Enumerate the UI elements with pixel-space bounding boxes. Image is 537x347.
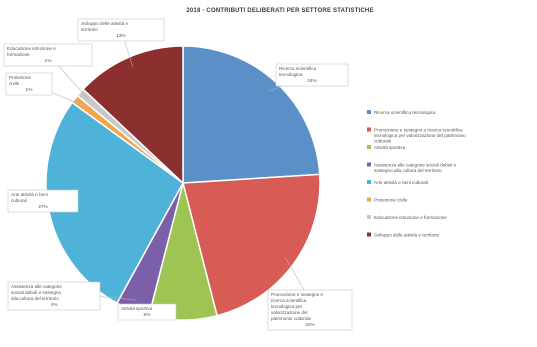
legend-swatch (367, 180, 371, 184)
legend-label: Attività sportiva (374, 145, 406, 150)
data-label-text: culturali (11, 198, 27, 203)
data-label-value: 22% (305, 322, 315, 328)
data-label-box (77, 18, 165, 42)
data-label-text: Assistenza alle categorie (11, 284, 62, 289)
data-label-text: Attività sportiva (121, 306, 153, 311)
legend-swatch (367, 127, 371, 132)
data-label-text: alla cultura del territorio (11, 296, 59, 301)
data-label-text: tecnologica per (271, 304, 303, 309)
pie-slices (45, 45, 321, 321)
legend: Ricerca scientifica tecnologica Promozion… (367, 110, 466, 238)
legend-swatch (367, 215, 371, 219)
data-label-text: sociali deboli e sostegno (11, 290, 61, 295)
legend-label: tecnologica per valorizzazione del patri… (374, 133, 466, 138)
data-label-value: 8% (144, 312, 152, 318)
legend-swatch (367, 145, 371, 149)
data-label-box (5, 72, 53, 96)
legend-label: Assistenza alle categorie sociali deboli… (374, 163, 457, 168)
data-label-box (3, 43, 93, 67)
legend-swatch (367, 110, 371, 114)
legend-swatch (367, 162, 371, 167)
data-label-text: territorio (81, 27, 98, 32)
legend-label: Protezione civile (374, 198, 408, 203)
data-label-value: 24% (307, 78, 317, 84)
data-label-value: 4% (51, 302, 59, 308)
legend-swatch (367, 232, 371, 237)
data-label-text: Educazione istruzione e (7, 46, 56, 51)
data-label-box (275, 63, 349, 87)
data-label-text: tecnologica (279, 72, 303, 77)
data-label-box (7, 189, 79, 213)
data-label-text: formazione (7, 52, 30, 57)
pie-slice (182, 173, 321, 317)
data-label-text: patrimonio culturale (271, 316, 312, 321)
data-label-box (7, 281, 101, 311)
legend-label: culturale (374, 139, 392, 144)
legend-label: Arte attività e beni culturali (374, 180, 428, 185)
legend-label: Promozione e sostegno e ricerca scientif… (374, 128, 463, 133)
data-label-text: Ricerca scientifica (279, 66, 316, 71)
data-label-value: 13% (116, 33, 126, 39)
data-label-box (117, 303, 177, 321)
data-label-text: Sviluppo delle attività e (81, 21, 128, 26)
pie-slice (82, 45, 184, 185)
legend-label: Sviluppo delle attività e territorio (374, 233, 440, 238)
data-label-text: civile (9, 81, 20, 86)
chart-title: 2018 - CONTRIBUTI DELIBERATI PER SETTORE… (186, 8, 374, 14)
data-label-text: Promozione e sostegno e (271, 292, 324, 297)
data-label-text: Arte attività e beni (11, 192, 48, 197)
legend-label: Educazione istruzione e formazione (374, 215, 447, 220)
data-label-text: valorizzazione del (271, 310, 308, 315)
legend-label: sostegno alla cultura del territorio (374, 168, 442, 173)
data-label-text: Protezione (9, 75, 31, 80)
data-label-value: 1% (45, 58, 53, 64)
data-label-text: ricerca scientifica (271, 298, 307, 303)
legend-swatch (367, 197, 371, 202)
data-label-value: 1% (26, 87, 34, 93)
legend-label: Ricerca scientifica tecnologica (374, 110, 436, 115)
data-label-value: 27% (38, 204, 48, 210)
data-label-box (267, 289, 353, 331)
